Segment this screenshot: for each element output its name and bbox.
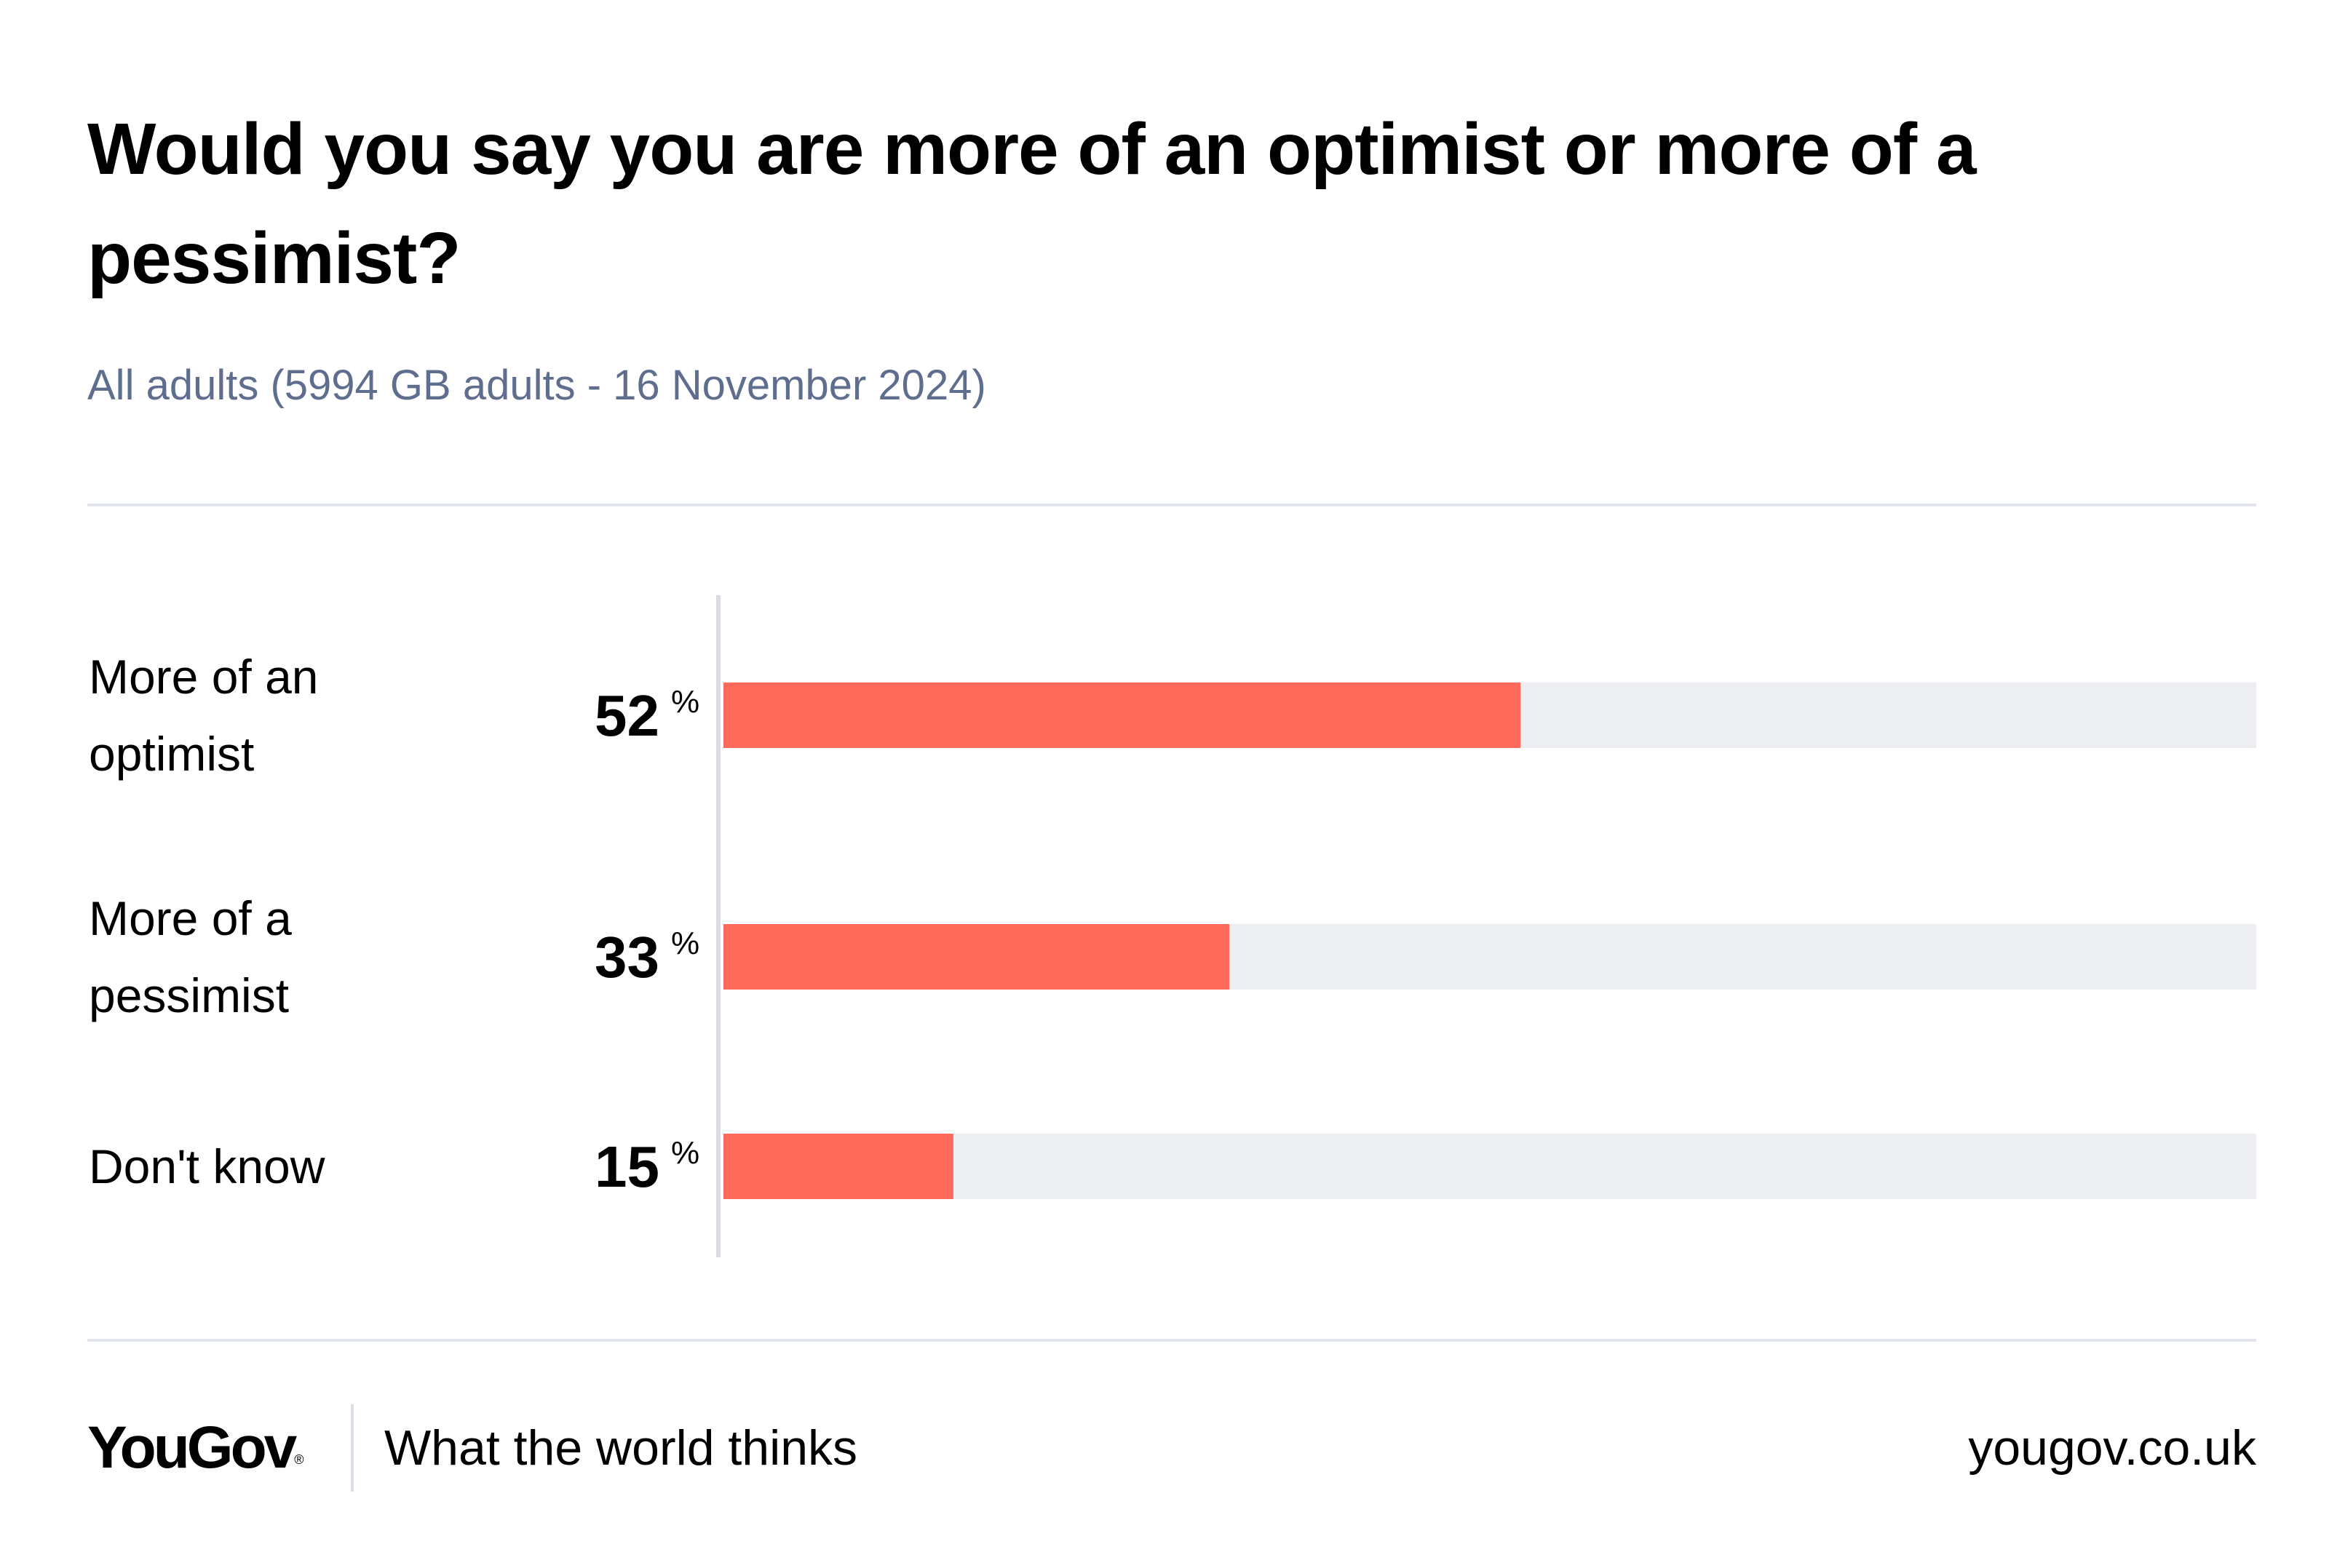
bar <box>723 682 1521 748</box>
value-percent-sign: % <box>671 1135 699 1171</box>
value-percent-sign: % <box>671 926 699 961</box>
footer-divider <box>351 1404 354 1492</box>
chart-subtitle: All adults (5994 GB adults - 16 November… <box>87 362 986 409</box>
footer-tagline: What the world thinks <box>384 1420 858 1476</box>
category-label: More of an <box>89 650 319 704</box>
registered-mark: ® <box>294 1452 304 1467</box>
bar-track <box>723 1134 2256 1199</box>
yougov-logo: YouGov® <box>87 1412 304 1484</box>
category-label: optimist <box>89 727 254 781</box>
category-label: pessimist <box>89 968 289 1022</box>
y-axis-line <box>716 595 721 1257</box>
value-label: 52 <box>595 683 659 748</box>
footer-url[interactable]: yougov.co.uk <box>1968 1420 2256 1476</box>
bottom-divider <box>87 1339 2256 1342</box>
value-label: 15 <box>595 1134 659 1199</box>
value-label: 33 <box>595 925 659 990</box>
bar <box>723 1134 953 1199</box>
top-divider <box>87 504 2256 506</box>
value-percent-sign: % <box>671 684 699 720</box>
chart-title: Would you say you are more of an optimis… <box>87 108 1977 299</box>
category-label: Don't know <box>89 1139 325 1193</box>
brand-text: YouGov <box>87 1414 297 1481</box>
category-label: More of a <box>89 891 292 945</box>
bar <box>723 924 1229 990</box>
